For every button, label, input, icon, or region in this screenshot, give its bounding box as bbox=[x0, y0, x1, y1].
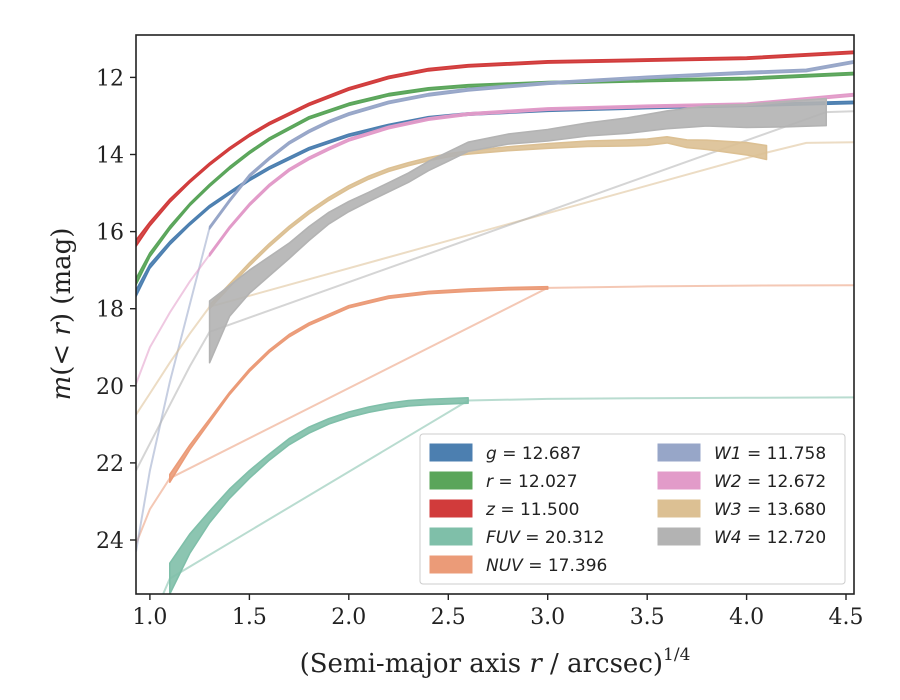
series-w1-band bbox=[208, 60, 854, 230]
y-tick-label: 16 bbox=[96, 221, 124, 246]
legend-swatch bbox=[429, 471, 473, 490]
y-axis-label: m(< r) (mag) bbox=[47, 228, 77, 401]
legend-item-g: g = 12.687 bbox=[429, 443, 581, 464]
y-tick-label: 20 bbox=[96, 375, 124, 400]
x-tick-label: 4.5 bbox=[829, 605, 864, 630]
legend-label: g = 12.687 bbox=[486, 444, 581, 464]
series-w2-band bbox=[208, 92, 854, 257]
x-tick-label: 4.0 bbox=[729, 605, 764, 630]
legend-item-w3: W3 = 13.680 bbox=[657, 499, 826, 520]
plot-frame bbox=[135, 34, 855, 595]
legend-label: W1 = 11.758 bbox=[714, 444, 826, 464]
series-nuv-band bbox=[169, 285, 549, 483]
legend: g = 12.687 r = 12.027 z = 11.500 FUV = 20.3… bbox=[419, 433, 846, 585]
x-tick-label: 1.5 bbox=[232, 605, 267, 630]
y-tick-label: 24 bbox=[96, 529, 124, 554]
legend-label: W2 = 12.672 bbox=[714, 472, 826, 492]
series-fuv-band bbox=[169, 397, 469, 594]
series-fuv-extrapolation bbox=[162, 396, 854, 594]
legend-swatch bbox=[657, 499, 701, 518]
legend-item-nuv: NUV = 17.396 bbox=[429, 555, 607, 576]
legend-swatch bbox=[429, 527, 473, 546]
y-axis: 12 14 16 18 20 22 24 bbox=[96, 66, 136, 554]
legend-swatch bbox=[657, 527, 701, 546]
x-tick-label: 2.5 bbox=[431, 605, 466, 630]
series-w1-extrapolation bbox=[136, 227, 211, 552]
y-tick-label: 22 bbox=[96, 452, 124, 477]
series-w2-extrapolation bbox=[136, 254, 211, 385]
legend-item-w2: W2 = 12.672 bbox=[657, 471, 826, 492]
legend-swatch bbox=[657, 443, 701, 462]
y-tick-label: 14 bbox=[96, 144, 124, 169]
x-tick-label: 1.0 bbox=[132, 605, 167, 630]
legend-item-z: z = 11.500 bbox=[429, 499, 579, 520]
series-r-band bbox=[136, 71, 854, 286]
legend-label: W3 = 13.680 bbox=[714, 500, 826, 520]
legend-label: FUV = 20.312 bbox=[486, 528, 604, 548]
x-tick-label: 2.0 bbox=[331, 605, 366, 630]
legend-item-w4: W4 = 12.720 bbox=[657, 527, 826, 548]
series-w3-extrapolation bbox=[136, 141, 854, 416]
series-z-band bbox=[136, 50, 854, 248]
legend-swatch bbox=[657, 471, 701, 490]
x-tick-label: 3.0 bbox=[530, 605, 565, 630]
legend-label: NUV = 17.396 bbox=[486, 556, 607, 576]
legend-item-r: r = 12.027 bbox=[429, 471, 578, 492]
x-axis-label: (Semi-major axis r / arcsec)1/4 bbox=[300, 645, 691, 679]
legend-item-fuv: FUV = 20.312 bbox=[429, 527, 604, 548]
legend-label: W4 = 12.720 bbox=[714, 528, 826, 548]
legend-label: z = 11.500 bbox=[485, 500, 579, 520]
legend-item-w1: W1 = 11.758 bbox=[657, 443, 826, 464]
x-tick-label: 3.5 bbox=[630, 605, 665, 630]
series-w4-band bbox=[208, 97, 827, 364]
legend-label: r = 12.027 bbox=[486, 472, 578, 492]
series-w3-band bbox=[208, 136, 768, 310]
legend-swatch bbox=[429, 555, 473, 574]
legend-swatch bbox=[429, 443, 473, 462]
series-layer bbox=[136, 50, 854, 594]
legend-frame bbox=[419, 433, 846, 585]
x-axis: 1.0 1.5 2.0 2.5 3.0 3.5 4.0 4.5 bbox=[132, 594, 864, 630]
y-tick-label: 12 bbox=[96, 66, 124, 91]
legend-swatch bbox=[429, 499, 473, 518]
y-tick-label: 18 bbox=[96, 298, 124, 323]
